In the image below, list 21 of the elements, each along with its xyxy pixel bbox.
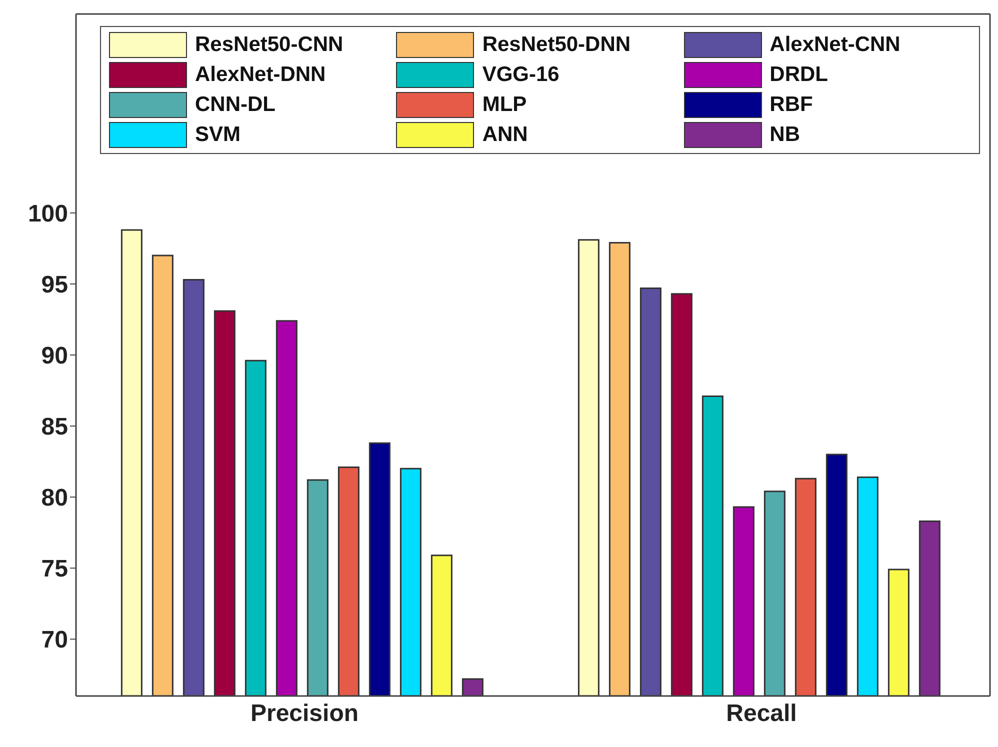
x-tick-label: Recall <box>726 700 797 728</box>
legend-label: MLP <box>482 93 527 117</box>
legend-label: DRDL <box>770 63 828 87</box>
legend-label: AlexNet-CNN <box>770 33 900 57</box>
legend-label: ResNet50-CNN <box>195 33 344 57</box>
legend-label: RBF <box>770 93 813 117</box>
legend-label: VGG-16 <box>482 63 560 87</box>
y-tick-label: 75 <box>41 556 68 583</box>
legend-label: CNN-DL <box>195 93 276 117</box>
x-tick-label: Precision <box>250 700 359 728</box>
legend-label: ResNet50-DNN <box>482 33 631 57</box>
y-tick-label: 100 <box>28 200 68 228</box>
y-tick-label: 70 <box>41 626 68 654</box>
y-tick-label: 80 <box>41 484 68 512</box>
y-tick-label: 90 <box>41 342 68 370</box>
legend-label: ANN <box>482 123 528 147</box>
legend-label: SVM <box>195 123 241 147</box>
legend-label: AlexNet-DNN <box>195 63 326 87</box>
y-tick-label: 95 <box>41 271 68 298</box>
y-tick-label: 85 <box>41 414 68 441</box>
legend-label: NB <box>770 123 800 147</box>
